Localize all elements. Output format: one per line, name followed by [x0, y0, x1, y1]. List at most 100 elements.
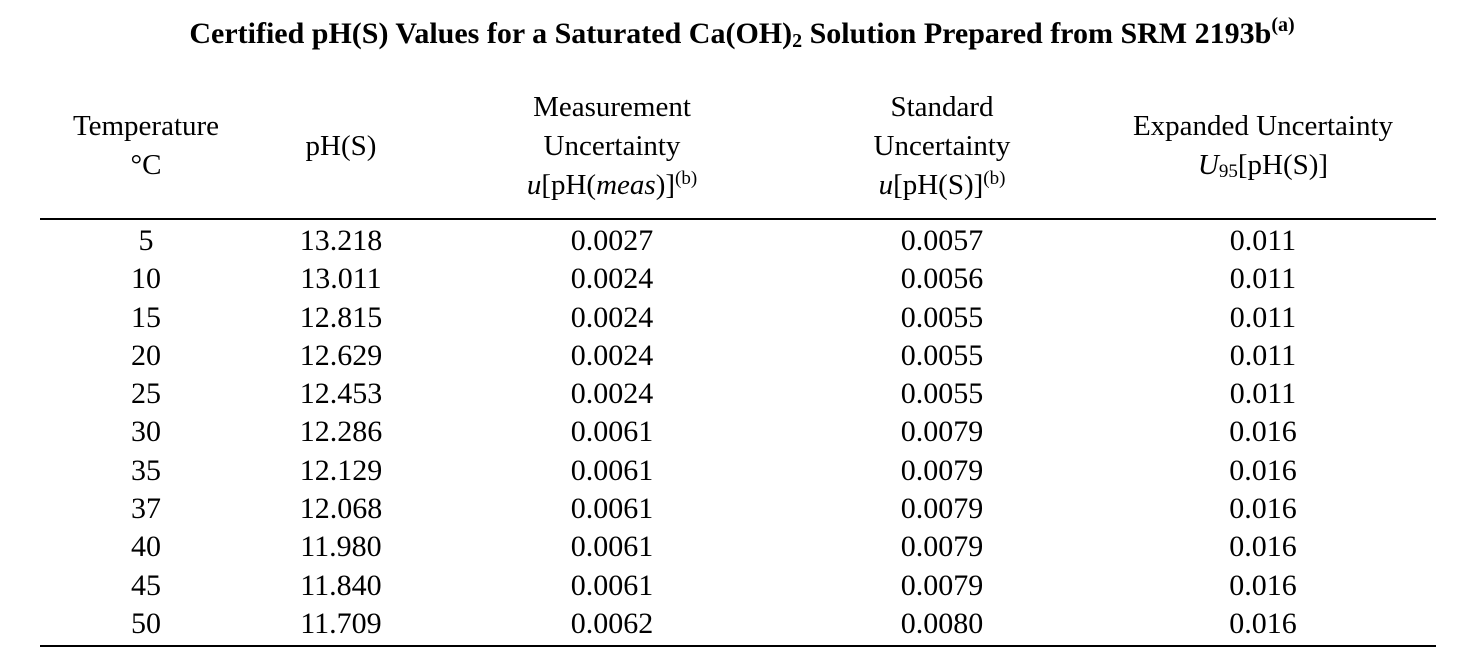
- cell-measurement-uncertainty: 0.0061: [570, 492, 654, 526]
- cell-standard-uncertainty: 0.0055: [900, 377, 984, 411]
- title-footnote: (a): [1271, 14, 1295, 36]
- header-temperature: Temperature °C: [40, 80, 252, 220]
- cell-standard-uncertainty: 0.0079: [900, 453, 984, 487]
- cell-expanded-uncertainty: 0.016: [1090, 604, 1436, 648]
- cell-expanded-uncertainty: 0.011: [1229, 224, 1297, 257]
- cell-ph: 12.629: [299, 338, 383, 372]
- header-standard-line1: Standard: [890, 90, 994, 123]
- cell-expanded-uncertainty: 0.011: [1229, 338, 1297, 372]
- header-measurement-close: )]: [655, 168, 676, 201]
- cell-ph: 12.286: [299, 415, 383, 449]
- cell-standard-uncertainty: 0.0079: [900, 492, 984, 526]
- cell-measurement-uncertainty: 0.0061: [570, 568, 654, 602]
- cell-temperature: 10: [131, 262, 161, 296]
- header-expanded-line1: Expanded Uncertainty: [1132, 110, 1394, 142]
- cell-expanded-uncertainty: 0.016: [1229, 453, 1297, 487]
- cell-expanded-uncertainty: 0.016: [1229, 568, 1297, 602]
- cell-standard-uncertainty: 0.0057: [900, 224, 984, 257]
- cell-standard-uncertainty: 0.0079: [900, 530, 984, 564]
- cell-standard-uncertainty: 0.0079: [900, 568, 984, 602]
- table-row: 20 12.629 0.0024 0.0055 0.011: [40, 337, 1436, 375]
- cell-ph: 11.980: [300, 530, 382, 564]
- cell-expanded-uncertainty: 0.011: [1229, 300, 1297, 334]
- header-expanded-sub: 95: [1218, 161, 1238, 182]
- cell-temperature: 25: [131, 377, 161, 411]
- cell-standard-uncertainty: 0.0055: [900, 300, 984, 334]
- cell-ph: 12.453: [299, 377, 383, 411]
- header-ph-label: pH(S): [305, 129, 377, 162]
- header-row: Temperature °C pH(S) Measurement Uncerta…: [40, 80, 1436, 220]
- cell-measurement-uncertainty: 0.0024: [570, 262, 654, 296]
- table-row: 40 11.980 0.0061 0.0079 0.016: [40, 528, 1436, 566]
- cell-expanded-uncertainty: 0.016: [1229, 415, 1297, 449]
- cell-expanded-uncertainty: 0.011: [1229, 262, 1297, 296]
- table-row: 35 12.129 0.0061 0.0079 0.016: [40, 452, 1436, 490]
- data-table-container: Temperature °C pH(S) Measurement Uncerta…: [40, 80, 1436, 648]
- title-rest: Solution Prepared from SRM 2193b: [802, 17, 1272, 50]
- cell-measurement-uncertainty: 0.0027: [570, 224, 654, 257]
- cell-standard-uncertainty: 0.0080: [794, 604, 1090, 648]
- cell-ph: 11.709: [252, 604, 430, 648]
- header-standard-footnote: (b): [983, 167, 1006, 189]
- table-row: 37 12.068 0.0061 0.0079 0.016: [40, 490, 1436, 528]
- cell-measurement-uncertainty: 0.0062: [430, 604, 794, 648]
- cell-expanded-uncertainty: 0.011: [1229, 377, 1297, 411]
- cell-temperature: 50: [40, 604, 252, 648]
- header-ph: pH(S): [252, 80, 430, 220]
- cell-temperature: 37: [131, 492, 161, 526]
- header-standard-symbol: u[pH(S)](b): [794, 166, 1090, 205]
- cell-temperature: 35: [131, 453, 161, 487]
- table-row: 50 11.709 0.0062 0.0080 0.016: [40, 604, 1436, 648]
- header-temperature-line1: Temperature: [72, 110, 220, 142]
- cell-measurement-uncertainty: 0.0024: [570, 338, 654, 372]
- table-body: 5 13.218 0.0027 0.0057 0.011 10 13.011 0…: [40, 219, 1436, 648]
- header-standard-expr: [pH(S)]: [893, 168, 984, 201]
- header-measurement-line2: Uncertainty: [543, 129, 681, 162]
- cell-temperature: 20: [131, 338, 161, 372]
- cell-standard-uncertainty: 0.0055: [900, 338, 984, 372]
- header-measurement-symbol: u[pH(meas)](b): [430, 166, 794, 205]
- cell-ph: 13.218: [299, 224, 383, 257]
- cell-ph: 11.840: [300, 568, 382, 602]
- header-standard-line2: Uncertainty: [873, 129, 1011, 162]
- header-measurement-open: [pH(: [541, 168, 597, 201]
- title-main: Certified pH(S) Values for a Saturated C…: [189, 17, 793, 50]
- cell-temperature: 45: [131, 568, 161, 602]
- table-row: 30 12.286 0.0061 0.0079 0.016: [40, 413, 1436, 451]
- header-measurement-u: u: [526, 168, 542, 201]
- cell-measurement-uncertainty: 0.0061: [570, 530, 654, 564]
- cell-measurement-uncertainty: 0.0024: [570, 300, 654, 334]
- table-row: 45 11.840 0.0061 0.0079 0.016: [40, 567, 1436, 605]
- table-row: 25 12.453 0.0024 0.0055 0.011: [40, 375, 1436, 413]
- cell-measurement-uncertainty: 0.0061: [570, 415, 654, 449]
- header-measurement-line1: Measurement: [533, 90, 691, 123]
- header-expanded-u: U: [1197, 149, 1219, 181]
- cell-temperature: 30: [131, 415, 161, 449]
- header-measurement-uncertainty: Measurement Uncertainty u[pH(meas)](b): [430, 80, 794, 220]
- header-expanded-symbol: U95[pH(S)]: [1090, 146, 1436, 185]
- cell-standard-uncertainty: 0.0056: [900, 262, 984, 296]
- cell-ph: 12.068: [299, 492, 383, 526]
- cell-temperature: 5: [138, 224, 154, 257]
- cell-temperature: 40: [131, 530, 161, 564]
- header-measurement-footnote: (b): [675, 167, 698, 189]
- cell-ph: 13.011: [300, 262, 382, 296]
- header-expanded-uncertainty: Expanded Uncertainty U95[pH(S)]: [1090, 80, 1436, 220]
- header-standard-u: u: [878, 168, 894, 201]
- table-row: 15 12.815 0.0024 0.0055 0.011: [40, 299, 1436, 337]
- table-row: 5 13.218 0.0027 0.0057 0.011: [40, 219, 1436, 260]
- cell-standard-uncertainty: 0.0079: [900, 415, 984, 449]
- cell-ph: 12.815: [299, 300, 383, 334]
- cell-expanded-uncertainty: 0.016: [1229, 492, 1297, 526]
- cell-measurement-uncertainty: 0.0024: [570, 377, 654, 411]
- header-measurement-meas: meas: [596, 168, 656, 201]
- header-standard-uncertainty: Standard Uncertainty u[pH(S)](b): [794, 80, 1090, 220]
- cell-expanded-uncertainty: 0.016: [1229, 530, 1297, 564]
- cell-temperature: 15: [131, 300, 161, 334]
- title-subscript: 2: [792, 30, 803, 52]
- cell-measurement-uncertainty: 0.0061: [570, 453, 654, 487]
- cell-ph: 12.129: [299, 453, 383, 487]
- ph-values-table: Temperature °C pH(S) Measurement Uncerta…: [40, 80, 1436, 648]
- table-row: 10 13.011 0.0024 0.0056 0.011: [40, 260, 1436, 298]
- table-header: Temperature °C pH(S) Measurement Uncerta…: [40, 80, 1436, 220]
